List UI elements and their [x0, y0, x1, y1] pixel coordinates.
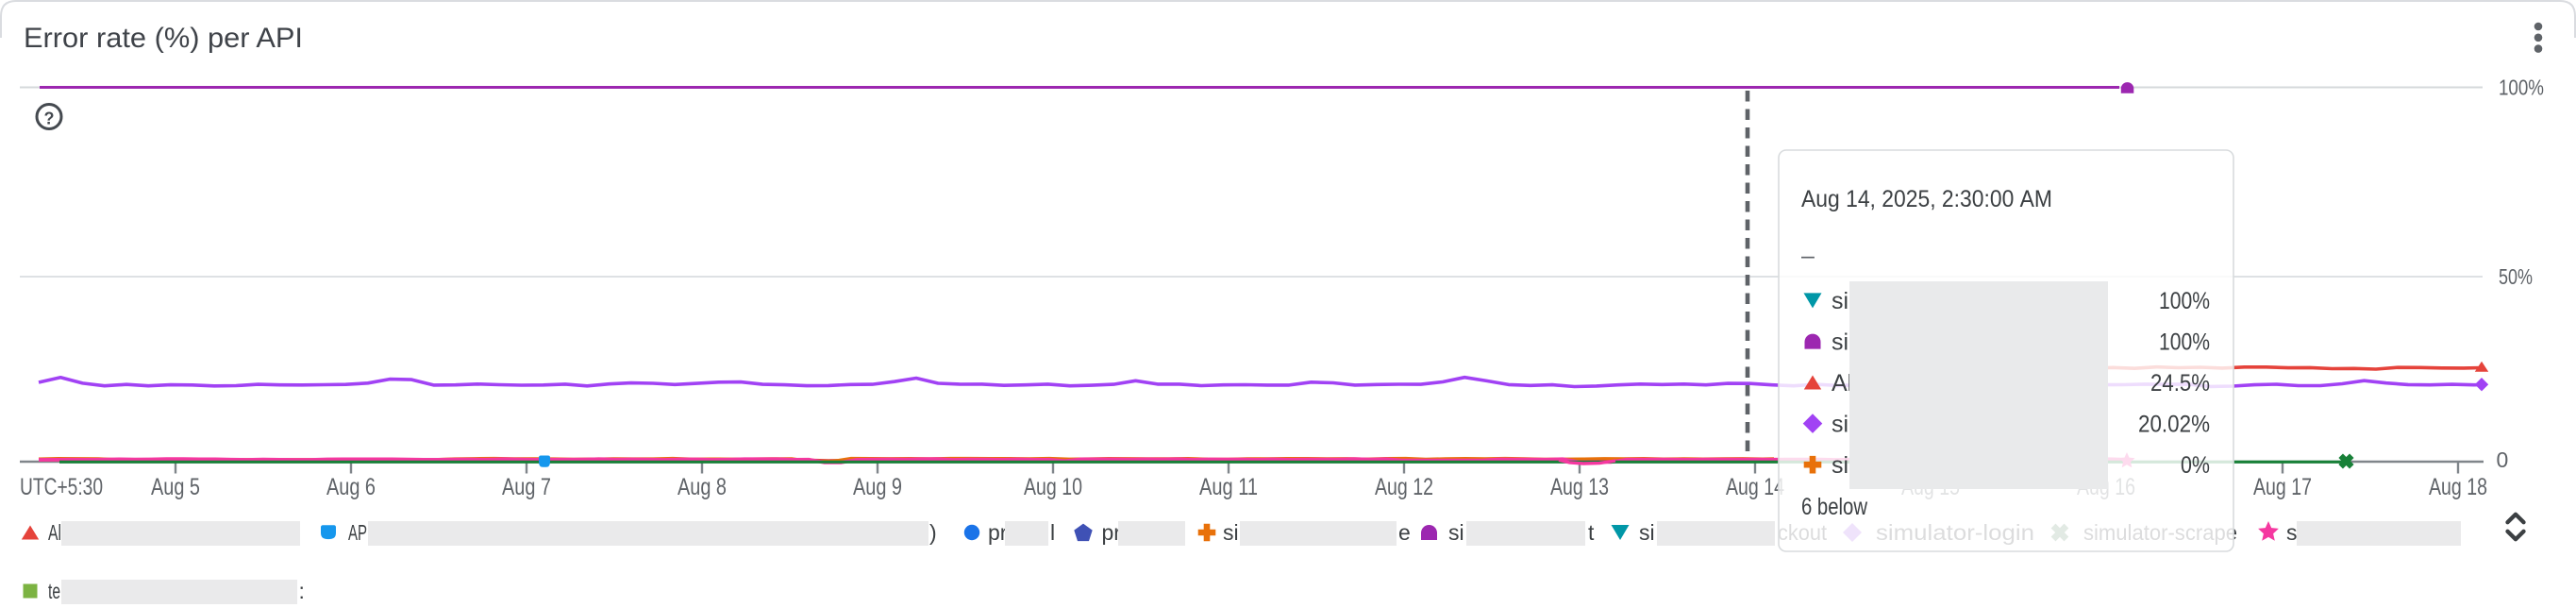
svg-text:si: si: [1832, 452, 1848, 479]
svg-text:6 below: 6 below: [1801, 494, 1868, 520]
svg-text:Aug 18: Aug 18: [2429, 474, 2487, 500]
svg-text::: :: [299, 579, 305, 603]
svg-text:Al: Al: [1832, 370, 1852, 397]
svg-text:pr: pr: [1102, 520, 1122, 545]
svg-text:–: –: [1801, 243, 1815, 269]
svg-text:Aug 13: Aug 13: [1550, 474, 1609, 500]
svg-text:): ): [929, 520, 937, 545]
svg-text:20.02%: 20.02%: [2138, 411, 2210, 437]
svg-text:UTC+5:30: UTC+5:30: [20, 474, 103, 500]
svg-text:si: si: [1223, 520, 1239, 545]
svg-text:24.5%: 24.5%: [2150, 370, 2210, 397]
svg-text:Aug 12: Aug 12: [1375, 474, 1433, 500]
svg-text:Aug 10: Aug 10: [1024, 474, 1082, 500]
svg-text:si: si: [1832, 288, 1848, 314]
svg-text:100%: 100%: [2159, 329, 2210, 355]
svg-text:Aug 5: Aug 5: [151, 474, 200, 500]
svg-text:Aug 6: Aug 6: [326, 474, 376, 500]
svg-text:si: si: [1832, 411, 1848, 437]
svg-text:Al: Al: [48, 520, 61, 545]
svg-text:Aug 11: Aug 11: [1199, 474, 1258, 500]
svg-text:AP: AP: [348, 520, 367, 545]
svg-text:50%: 50%: [2499, 264, 2533, 289]
svg-text:s: s: [2286, 520, 2298, 545]
svg-text:Aug 9: Aug 9: [853, 474, 902, 500]
svg-text:Error rate (%) per API: Error rate (%) per API: [24, 23, 303, 54]
svg-text:te: te: [48, 579, 60, 603]
svg-text:si: si: [1448, 520, 1464, 545]
svg-text:Aug 17: Aug 17: [2253, 474, 2312, 500]
svg-text:si: si: [1832, 329, 1848, 355]
svg-text:Aug 14, 2025, 2:30:00 AM: Aug 14, 2025, 2:30:00 AM: [1801, 186, 2052, 212]
svg-text:l: l: [1050, 520, 1055, 545]
svg-text:Aug 8: Aug 8: [677, 474, 727, 500]
svg-text:0%: 0%: [2181, 452, 2210, 479]
svg-text:pr: pr: [988, 520, 1008, 545]
svg-text:100%: 100%: [2159, 288, 2210, 314]
svg-text:e: e: [1398, 520, 1411, 545]
svg-text:100%: 100%: [2499, 76, 2544, 100]
svg-text:t: t: [1588, 520, 1595, 545]
svg-text:Aug 14: Aug 14: [1726, 474, 1784, 500]
svg-text:Aug 7: Aug 7: [502, 474, 551, 500]
svg-text:si: si: [1639, 520, 1655, 545]
svg-text:0: 0: [2497, 448, 2509, 472]
svg-text:?: ?: [44, 110, 55, 128]
